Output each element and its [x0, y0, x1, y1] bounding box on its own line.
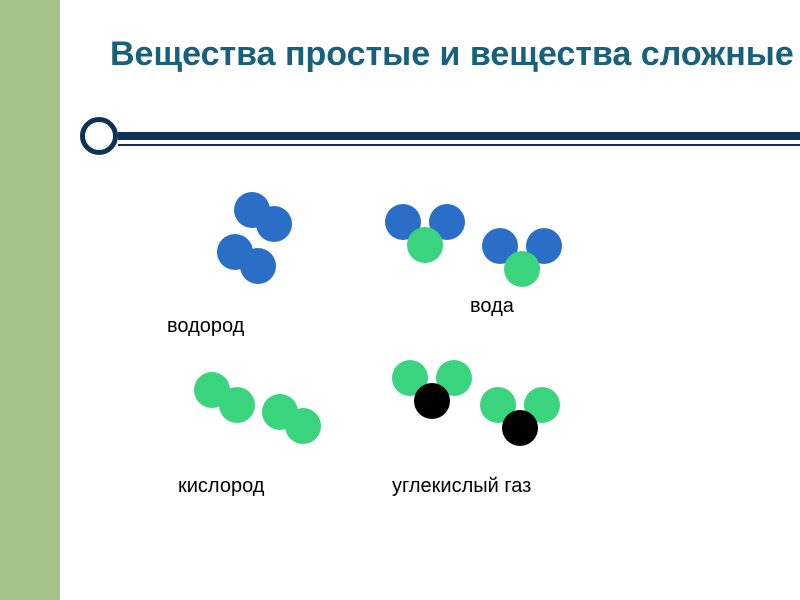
decorative-ring-icon: [80, 117, 118, 155]
co2-atom: [502, 410, 538, 446]
co2-label: углекислый газ: [392, 475, 531, 498]
oxygen-atom: [219, 387, 255, 423]
oxygen-atom: [285, 408, 321, 444]
oxygen-label: кислород: [178, 475, 264, 498]
water-atom: [407, 227, 443, 263]
water-atom: [504, 251, 540, 287]
water-label: вода: [470, 295, 514, 318]
page-title: Вещества простые и вещества сложные: [110, 35, 794, 74]
hydrogen-atom: [256, 206, 292, 242]
hydrogen-label: водород: [167, 315, 244, 338]
hydrogen-atom: [240, 248, 276, 284]
decorative-rule-thin: [118, 144, 800, 146]
co2-atom: [414, 383, 450, 419]
sidebar-accent: [0, 0, 60, 600]
slide-content: Вещества простые и вещества сложные водо…: [60, 0, 800, 600]
decorative-rule-thick: [118, 132, 800, 140]
